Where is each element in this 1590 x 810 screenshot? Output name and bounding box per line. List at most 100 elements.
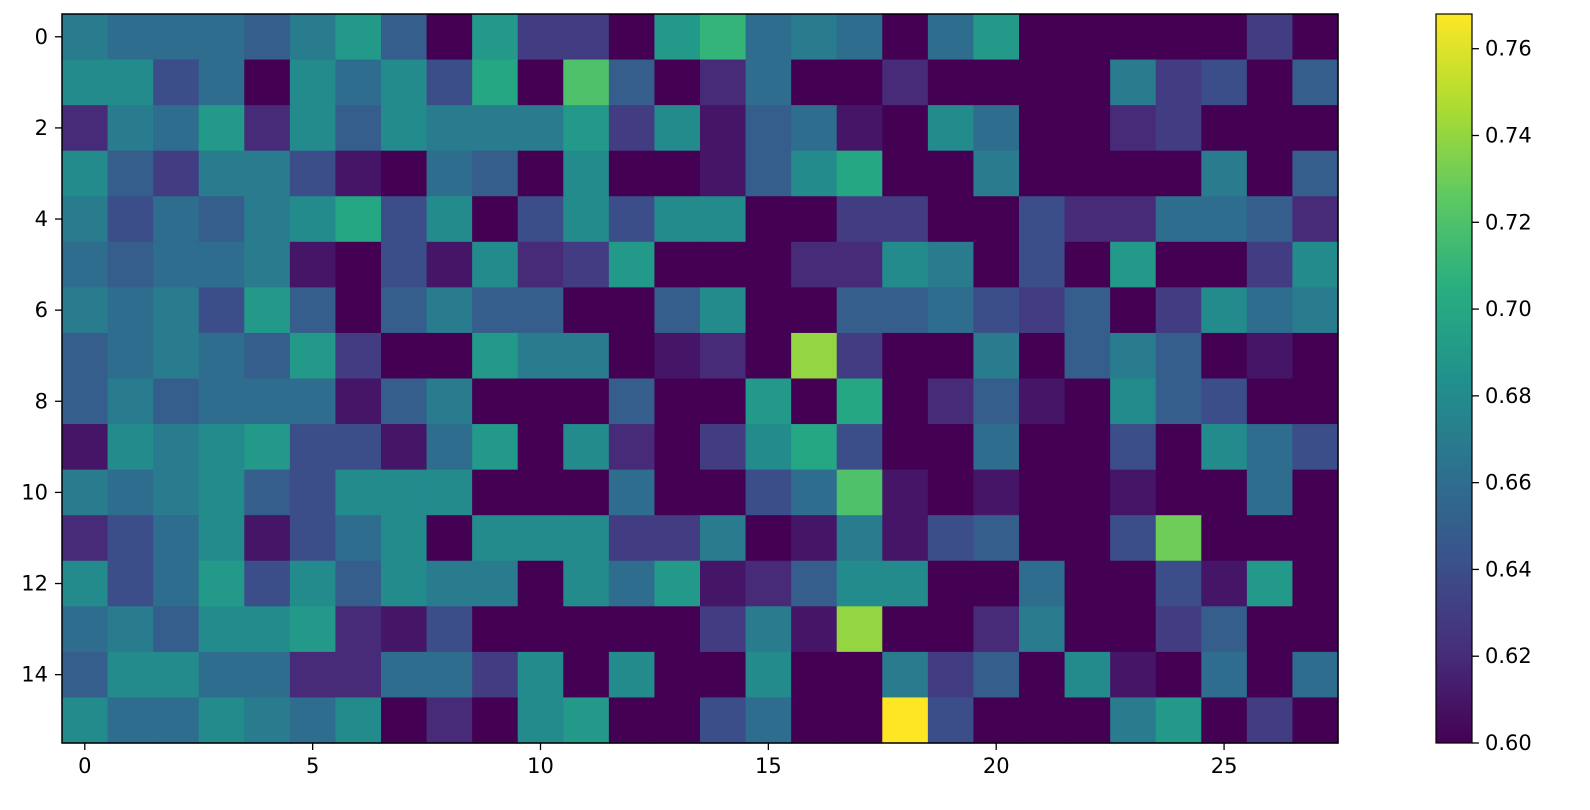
heatmap-cell (1292, 697, 1339, 744)
heatmap-cell (1110, 105, 1157, 152)
heatmap-cell (1064, 196, 1111, 243)
heatmap-cell (335, 241, 382, 288)
heatmap-cell (563, 241, 610, 288)
heatmap-cell (700, 606, 747, 653)
heatmap-cell (1110, 560, 1157, 607)
heatmap-cell (745, 14, 792, 61)
heatmap-cell (563, 515, 610, 562)
heatmap-cell (927, 287, 975, 334)
heatmap-cell (973, 150, 1020, 197)
heatmap-cell (107, 196, 154, 243)
heatmap-cell (745, 515, 792, 562)
heatmap-cell (198, 14, 245, 61)
heatmap-cell (107, 14, 154, 61)
heatmap-cell (791, 378, 838, 425)
heatmap-cell (153, 196, 200, 243)
heatmap-cell (381, 515, 428, 562)
heatmap-cell (517, 14, 564, 61)
heatmap-cell (973, 606, 1020, 653)
heatmap-cell (198, 651, 245, 699)
heatmap-cell (289, 515, 337, 562)
x-tick-label: 20 (983, 754, 1010, 778)
heatmap-cell (1064, 150, 1111, 197)
heatmap-cell (1064, 59, 1111, 106)
heatmap-cell (791, 560, 838, 607)
heatmap-cell (927, 378, 975, 425)
heatmap-cell (381, 378, 428, 425)
heatmap-cell (1110, 606, 1157, 653)
heatmap-cell (700, 196, 747, 243)
heatmap-cell (1292, 196, 1339, 243)
heatmap-cell (1019, 150, 1066, 197)
heatmap-cell (517, 287, 564, 334)
heatmap-cell (1201, 515, 1248, 562)
heatmap-cell (1064, 515, 1111, 562)
heatmap-cell (1155, 332, 1202, 380)
heatmap-cell (927, 469, 975, 516)
heatmap-cell (472, 59, 519, 106)
heatmap-cell (836, 515, 883, 562)
heatmap-cell (244, 14, 291, 61)
heatmap-cell (1019, 196, 1066, 243)
heatmap-cell (1292, 287, 1339, 334)
heatmap-cell (381, 332, 428, 380)
heatmap-cell (244, 606, 291, 653)
heatmap-cell (426, 196, 473, 243)
colorbar-tick-label: 0.60 (1485, 731, 1532, 755)
heatmap-cell (1064, 241, 1111, 288)
heatmap-cell (426, 287, 473, 334)
heatmap-cell (517, 150, 564, 197)
heatmap-cell (791, 105, 838, 152)
heatmap-cell (700, 105, 747, 152)
heatmap-cell (791, 150, 838, 197)
heatmap-cell (563, 150, 610, 197)
heatmap-cell (1110, 14, 1157, 61)
heatmap-cell (973, 697, 1020, 744)
heatmap-cell (1019, 469, 1066, 516)
heatmap-cell (882, 196, 929, 243)
heatmap-cell (1019, 241, 1066, 288)
heatmap-cell (973, 332, 1020, 380)
heatmap-cell (1155, 424, 1202, 471)
heatmap-cell (381, 287, 428, 334)
heatmap-cell (1246, 332, 1294, 380)
heatmap-cell (381, 196, 428, 243)
heatmap-cell (836, 378, 883, 425)
heatmap-cell (836, 469, 883, 516)
heatmap-cell (335, 515, 382, 562)
heatmap-cell (289, 241, 337, 288)
heatmap-cell (1246, 150, 1294, 197)
heatmap-cell (973, 424, 1020, 471)
heatmap-cell (654, 697, 701, 744)
heatmap-cell (1292, 515, 1339, 562)
heatmap-cell (335, 287, 382, 334)
heatmap-cell (927, 651, 975, 699)
heatmap-cell (1064, 332, 1111, 380)
heatmap-cell (700, 515, 747, 562)
heatmap-cell (198, 424, 245, 471)
heatmap-cell (1019, 332, 1066, 380)
heatmap-cell (1246, 105, 1294, 152)
heatmap-cell (1246, 424, 1294, 471)
heatmap-cell (289, 606, 337, 653)
heatmap-cell (1110, 287, 1157, 334)
heatmap-cell (654, 560, 701, 607)
heatmap-cell (1064, 606, 1111, 653)
heatmap-cell (608, 150, 656, 197)
heatmap-cell (608, 241, 656, 288)
heatmap-cell (700, 59, 747, 106)
heatmap-cell (1155, 105, 1202, 152)
heatmap-cell (608, 287, 656, 334)
heatmap-cell (836, 560, 883, 607)
heatmap-cell (198, 196, 245, 243)
heatmap-cell (1292, 651, 1339, 699)
heatmap-cell (973, 469, 1020, 516)
colorbar-axis: 0.60 0.62 0.64 0.66 0.68 0.70 0.72 0.74 0.76 (1472, 37, 1532, 755)
heatmap-cell (1246, 697, 1294, 744)
heatmap-cell (426, 105, 473, 152)
y-tick-label: 8 (35, 389, 48, 413)
heatmap-cell (335, 697, 382, 744)
heatmap-cell (426, 150, 473, 197)
heatmap-cell (472, 424, 519, 471)
